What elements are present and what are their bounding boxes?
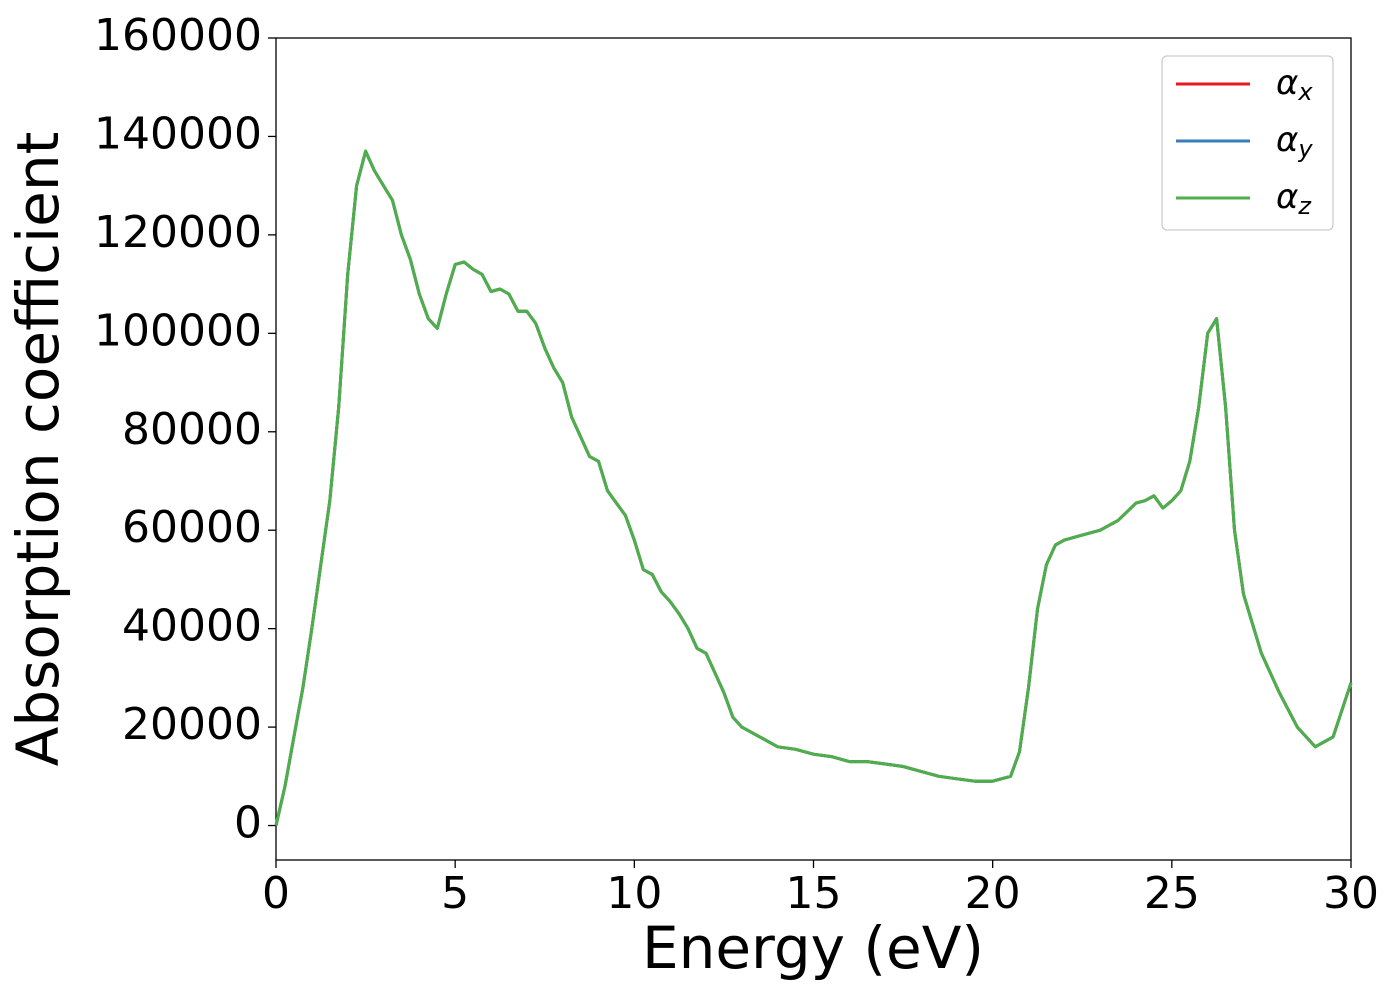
legend-label: αx [1276, 63, 1313, 107]
y-tick-label: 80000 [122, 404, 262, 455]
legend-label: αz [1276, 177, 1312, 221]
y-axis-label: Absorption coefficient [4, 132, 72, 767]
x-axis-label: Energy (eV) [642, 914, 984, 982]
legend-box [1161, 55, 1334, 231]
data-line [274, 149, 1353, 826]
x-tick-label: 15 [786, 868, 842, 919]
x-tick-label: 20 [965, 868, 1021, 919]
y-tick-label: 0 [234, 798, 262, 849]
y-tick-label: 140000 [94, 108, 262, 159]
data-line [274, 149, 1353, 826]
y-tick-label: 60000 [122, 502, 262, 553]
x-tick-label: 5 [441, 868, 469, 919]
legend-label: αy [1276, 120, 1313, 164]
x-tick-label: 30 [1323, 868, 1379, 919]
y-tick-label: 120000 [94, 207, 262, 258]
x-tick-label: 0 [262, 868, 290, 919]
y-tick-label: 20000 [122, 699, 262, 750]
data-line [274, 149, 1353, 826]
y-tick-label: 160000 [94, 10, 262, 61]
y-tick-label: 100000 [94, 305, 262, 356]
x-tick-label: 10 [606, 868, 662, 919]
x-tick-label: 25 [1144, 868, 1200, 919]
y-tick-label: 40000 [122, 601, 262, 652]
